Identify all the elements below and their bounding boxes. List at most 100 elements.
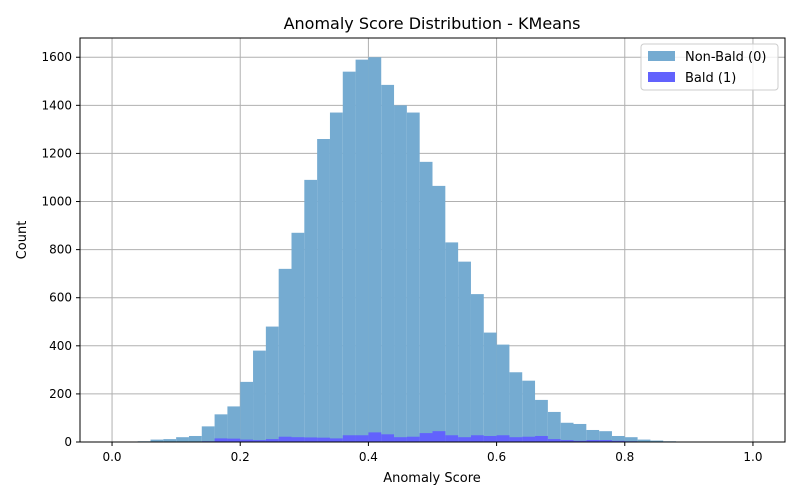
non-bald-bar [419, 161, 433, 442]
x-tick-label: 0.4 [359, 450, 378, 464]
non-bald-bar [201, 426, 215, 442]
legend-box [640, 43, 779, 91]
non-bald-bar [535, 399, 548, 442]
bald-bar [586, 440, 600, 442]
x-tick-label: 0.2 [231, 450, 250, 464]
non-bald-bar [483, 332, 497, 442]
non-bald-bar [509, 372, 523, 442]
y-tick-label: 800 [49, 243, 72, 257]
non-bald-bar [432, 185, 446, 442]
y-tick-label: 200 [49, 387, 72, 401]
bald-bar [227, 438, 241, 442]
bald-bar [381, 434, 395, 442]
x-axis-label: Anomaly Score [383, 471, 481, 486]
non-bald-bar [291, 232, 305, 442]
non-bald-bar [240, 381, 254, 442]
non-bald-bar [278, 268, 292, 442]
bald-bar [278, 436, 292, 442]
non-bald-bar [188, 435, 202, 442]
bald-bar [342, 435, 356, 442]
non-bald-bar [522, 380, 536, 442]
bald-bar [355, 435, 369, 442]
bald-bar [445, 435, 459, 442]
bald-bar [458, 437, 471, 442]
non-bald-bar [406, 112, 420, 443]
y-tick-label: 1200 [41, 146, 72, 160]
bald-bar [291, 437, 305, 442]
legend-swatch-non-bald [648, 51, 675, 61]
bald-bar [317, 437, 330, 442]
y-tick-label: 400 [49, 339, 72, 353]
non-bald-bar [304, 179, 318, 442]
x-tick-label: 0.8 [615, 450, 634, 464]
x-tick-label: 1.0 [743, 450, 762, 464]
x-tick-label: 0.6 [487, 450, 506, 464]
y-axis-label: Count [15, 221, 30, 260]
non-bald-bar [599, 431, 612, 442]
non-bald-bar [445, 242, 459, 442]
non-bald-bar [586, 429, 600, 442]
legend: Non-Bald (0) Bald (1) [640, 43, 779, 91]
bald-bar [560, 440, 574, 442]
non-bald-bar [394, 105, 407, 442]
bald-bar [265, 439, 279, 442]
chart-title: Anomaly Score Distribution - KMeans [284, 14, 581, 33]
bald-bar [214, 438, 228, 442]
bald-bar [535, 435, 548, 442]
legend-swatch-bald [648, 72, 675, 82]
y-tick-label: 1000 [41, 195, 72, 209]
non-bald-bar [150, 439, 164, 442]
series-bald-bars [176, 431, 677, 442]
legend-label-bald: Bald (1) [685, 71, 736, 86]
non-bald-bar [329, 112, 343, 443]
bald-bar [329, 438, 343, 442]
non-bald-bar [253, 350, 266, 442]
non-bald-bar [214, 414, 228, 442]
y-axis-ticks: 0 200 400 600 800 1000 1200 1400 1600 [41, 50, 80, 449]
x-axis-ticks: 0.0 0.2 0.4 0.6 0.8 1.0 [102, 442, 763, 464]
y-tick-label: 600 [49, 291, 72, 305]
non-bald-bar [573, 423, 587, 442]
plot-frame [79, 37, 786, 443]
bald-bar [394, 437, 407, 442]
non-bald-bar [624, 437, 638, 442]
bald-bar [522, 436, 536, 442]
bald-bar [253, 440, 266, 442]
non-bald-bar [265, 326, 279, 442]
bald-bar [496, 435, 510, 442]
non-bald-bar [470, 294, 484, 442]
non-bald-bar [650, 440, 664, 442]
series-non-bald-bars [112, 57, 753, 443]
non-bald-bar [611, 435, 625, 442]
non-bald-bar [560, 422, 574, 442]
bald-bar [432, 431, 446, 442]
legend-label-non-bald: Non-Bald (0) [685, 50, 766, 65]
non-bald-bar [637, 439, 651, 442]
non-bald-bar [355, 59, 369, 443]
non-bald-bar [496, 344, 510, 442]
bald-bar [368, 432, 382, 442]
non-bald-bar [342, 71, 356, 443]
bald-bar [304, 437, 318, 442]
y-tick-label: 1400 [41, 98, 72, 112]
non-bald-bar [163, 439, 177, 442]
non-bald-bar [547, 411, 561, 442]
y-tick-label: 0 [64, 435, 72, 449]
non-bald-bar [368, 57, 382, 442]
bald-bar [547, 439, 561, 442]
bald-bar [611, 440, 625, 442]
bald-bar [599, 440, 612, 442]
bald-bar [240, 439, 254, 442]
bald-bar [419, 433, 433, 442]
y-tick-label: 1600 [41, 50, 72, 64]
non-bald-bar [176, 437, 189, 442]
bald-bar [509, 437, 523, 442]
bald-bar [470, 435, 484, 442]
non-bald-bar [381, 84, 395, 443]
x-tick-label: 0.0 [102, 450, 121, 464]
bald-bar [483, 435, 497, 442]
non-bald-bar [317, 139, 330, 442]
non-bald-bar [227, 406, 241, 442]
non-bald-bar [458, 261, 471, 442]
